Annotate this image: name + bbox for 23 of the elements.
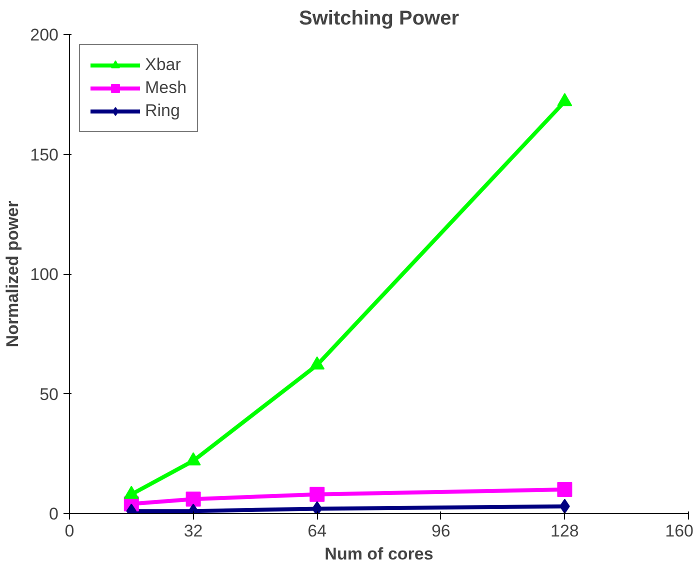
y-tick-label: 100	[30, 265, 59, 284]
point	[310, 486, 325, 502]
point	[124, 486, 139, 499]
y-tick-label: 150	[30, 145, 59, 164]
point	[310, 356, 325, 370]
legend-label: Mesh	[145, 78, 187, 98]
point	[557, 92, 572, 106]
x-tick-label: 96	[431, 522, 450, 540]
y-tick-label: 0	[49, 504, 59, 524]
legend-label: Ring	[145, 101, 180, 121]
chart-title: Switching Power	[298, 8, 460, 30]
point	[560, 498, 570, 514]
y-tick-label: 200	[30, 26, 59, 44]
x-tick-label: 0	[64, 522, 74, 540]
y-tick-label: 50	[40, 384, 59, 404]
legend-label: Xbar	[145, 55, 181, 75]
x-tick-label: 64	[308, 522, 327, 540]
x-tick-label: 128	[550, 522, 579, 540]
y-axis-title: Normalized power	[3, 200, 22, 348]
point	[186, 452, 201, 466]
x-tick-label: 32	[184, 522, 203, 540]
x-axis-title: Num of cores	[324, 544, 434, 564]
x-tick-label: 160	[665, 522, 693, 540]
